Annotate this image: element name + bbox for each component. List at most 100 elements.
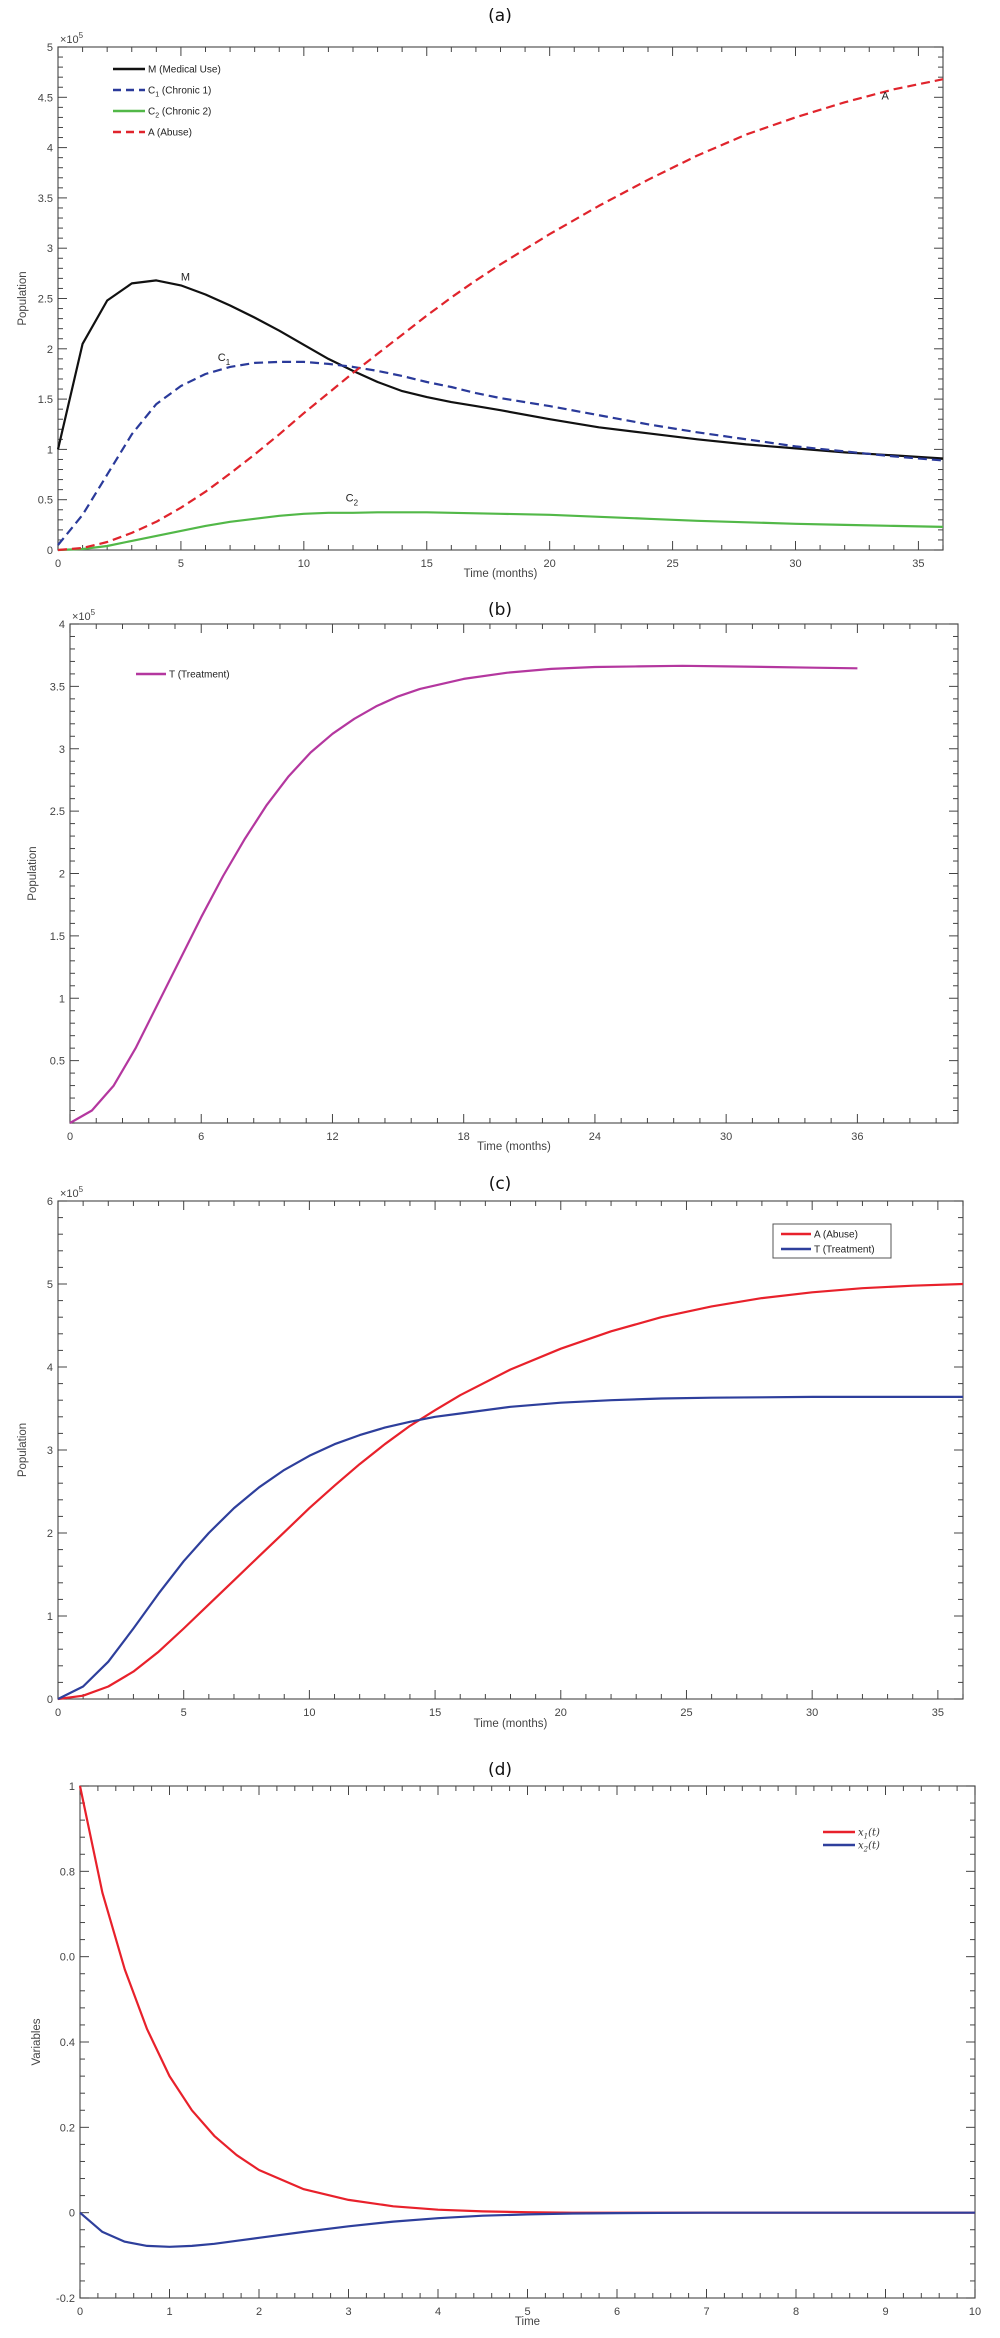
x-axis-label: Time (months): [474, 1718, 548, 1730]
y-tick-label: 2.5: [50, 806, 65, 818]
chart-a: 0 5 10 15 20 25 30 35 0 0.5 1 1.5 2 2.5 3 3.5 4 4.5 5 ×105 T…: [17, 31, 944, 580]
y-tick-label: 3: [59, 744, 65, 756]
series-line: [57, 1282, 964, 1701]
y-tick-label: 0.4: [60, 2037, 75, 2049]
legend-label: A (Abuse): [814, 1230, 858, 1241]
legend-label: A (Abuse): [148, 128, 192, 139]
x-tick-label: 20: [555, 1707, 567, 1719]
y-axis-label: Variables: [31, 2018, 43, 2065]
x-axis-label: Time (months): [477, 1141, 551, 1153]
series-line: [57, 78, 944, 552]
y-multiplier: ×105: [60, 1185, 84, 1200]
legend-label: C2 (Chronic 2): [148, 107, 211, 120]
x-tick-label: 30: [789, 558, 801, 570]
x-tick-label: 15: [421, 558, 433, 570]
x-axis-label: Time (months): [464, 568, 538, 580]
x-tick-label: 4: [435, 2306, 441, 2318]
series-line: [56, 279, 944, 460]
y-tick-label: 1: [47, 444, 53, 456]
y-tick-label: 0.0: [60, 1952, 75, 1964]
series-line: [78, 1785, 975, 2214]
series-line: [57, 1395, 963, 1700]
y-tick-label: 0: [69, 2208, 75, 2220]
chart-d: 0 1 2 3 4 5 6 7 8 9 10-0.200.20.40.00.81TimeVariab…: [31, 1781, 981, 2328]
y-tick-label: 3: [47, 1445, 53, 1457]
legend-label: x1(t): [858, 1828, 880, 1841]
x-tick-label: 36: [851, 1131, 863, 1143]
x-tick-label: 35: [912, 558, 924, 570]
series-line: [57, 360, 944, 546]
y-axis-label: Population: [17, 1423, 29, 1477]
legend-label: T (Treatment): [169, 670, 230, 681]
x-tick-label: 10: [303, 1707, 315, 1719]
legend-label: T (Treatment): [814, 1245, 875, 1256]
x-tick-label: 24: [589, 1131, 601, 1143]
y-tick-label: 5: [47, 42, 53, 54]
x-tick-label: 6: [198, 1131, 204, 1143]
y-multiplier: ×105: [72, 608, 96, 623]
y-axis-label: Population: [17, 271, 29, 325]
x-tick-label: 5: [178, 558, 184, 570]
plot-frame: [79, 1785, 976, 2299]
series-line: [79, 2211, 975, 2248]
y-tick-label: 6: [47, 1196, 53, 1208]
x-tick-label: 18: [458, 1131, 470, 1143]
y-tick-label: 3.5: [38, 193, 53, 205]
x-tick-label: 35: [932, 1707, 944, 1719]
y-tick-label: 0: [47, 1694, 53, 1706]
y-tick-label: 1: [47, 1611, 53, 1623]
chart-d-title: (d): [487, 1760, 513, 1780]
x-tick-label: 30: [720, 1131, 732, 1143]
x-tick-label: 0: [67, 1131, 73, 1143]
curve-annotation: M: [181, 271, 190, 283]
y-tick-label: 0.8: [60, 1866, 75, 1878]
x-axis-label: Time: [515, 2316, 540, 2328]
y-tick-label: 0.5: [50, 1056, 65, 1068]
x-tick-label: 8: [793, 2306, 799, 2318]
x-tick-label: 0: [77, 2306, 83, 2318]
y-tick-label: 1: [69, 1781, 75, 1793]
y-tick-label: 0.2: [60, 2122, 75, 2134]
y-tick-label: 3: [47, 243, 53, 255]
legend-label: x2(t): [858, 1841, 880, 1854]
y-tick-label: 2: [47, 1528, 53, 1540]
curve-annotation: A: [882, 90, 890, 102]
chart-c-title: (c): [488, 1174, 512, 1194]
y-axis-label: Population: [27, 846, 39, 900]
y-tick-label: 4: [47, 143, 53, 155]
y-tick-label: 4: [47, 1362, 53, 1374]
y-tick-label: 5: [47, 1279, 53, 1291]
x-tick-label: 25: [680, 1707, 692, 1719]
y-tick-label: 4.5: [38, 92, 53, 104]
chart-a-title: (a): [488, 6, 512, 26]
y-tick-label: 0: [47, 545, 53, 557]
x-tick-label: 0: [55, 1707, 61, 1719]
x-tick-label: 5: [181, 1707, 187, 1719]
y-tick-label: 1.5: [38, 394, 53, 406]
x-tick-label: 6: [614, 2306, 620, 2318]
y-tick-label: 3.5: [50, 681, 65, 693]
plot-frame: [69, 623, 959, 1124]
chart-b-title: (b): [487, 600, 513, 620]
legend-label: M (Medical Use): [148, 65, 221, 76]
y-tick-label: 1.5: [50, 931, 65, 943]
legend-box: [772, 1223, 892, 1259]
legend-label: C1 (Chronic 1): [148, 86, 211, 99]
x-tick-label: 10: [969, 2306, 981, 2318]
x-tick-label: 0: [55, 558, 61, 570]
y-multiplier: ×105: [60, 31, 84, 46]
x-tick-label: 5: [524, 2306, 530, 2318]
y-tick-label: -0.2: [56, 2293, 75, 2305]
chart-b: 0 6 12 18 24 30 36 0.5 1 1.5 2 2.5 3 3.5 4 ×105 Time (mo…: [27, 608, 959, 1153]
x-tick-label: 1: [166, 2306, 172, 2318]
y-tick-label: 2: [47, 344, 53, 356]
x-tick-label: 30: [806, 1707, 818, 1719]
plot-frame: [57, 1200, 964, 1700]
x-tick-label: 15: [429, 1707, 441, 1719]
series-line: [69, 664, 858, 1124]
series-line: [57, 511, 944, 552]
x-tick-label: 9: [882, 2306, 888, 2318]
x-tick-label: 2: [256, 2306, 262, 2318]
x-tick-label: 20: [544, 558, 556, 570]
y-tick-label: 2: [59, 869, 65, 881]
